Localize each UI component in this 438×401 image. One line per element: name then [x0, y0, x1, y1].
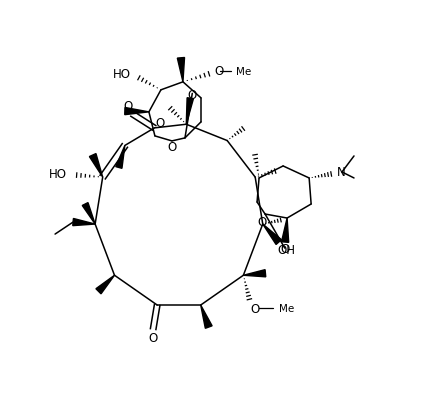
Polygon shape [73, 219, 95, 226]
Polygon shape [201, 305, 212, 328]
Text: O: O [187, 89, 197, 101]
Polygon shape [96, 275, 114, 294]
Text: O: O [257, 215, 266, 228]
Polygon shape [89, 154, 102, 178]
Polygon shape [125, 108, 149, 115]
Text: O: O [280, 242, 290, 255]
Text: OH: OH [277, 243, 295, 256]
Polygon shape [263, 225, 282, 245]
Text: O: O [124, 99, 133, 112]
Text: HO: HO [113, 67, 131, 80]
Text: O: O [148, 331, 158, 344]
Text: O: O [167, 141, 177, 154]
Text: O: O [155, 117, 165, 130]
Text: O: O [251, 302, 260, 315]
Text: Me: Me [236, 67, 251, 77]
Polygon shape [177, 58, 184, 83]
Polygon shape [282, 219, 289, 243]
Text: Me: Me [279, 303, 295, 313]
Text: HO: HO [49, 168, 67, 181]
Text: O: O [214, 65, 223, 78]
Polygon shape [186, 99, 194, 125]
Text: N: N [336, 166, 345, 179]
Polygon shape [244, 270, 266, 277]
Polygon shape [82, 203, 95, 225]
Polygon shape [116, 146, 125, 169]
